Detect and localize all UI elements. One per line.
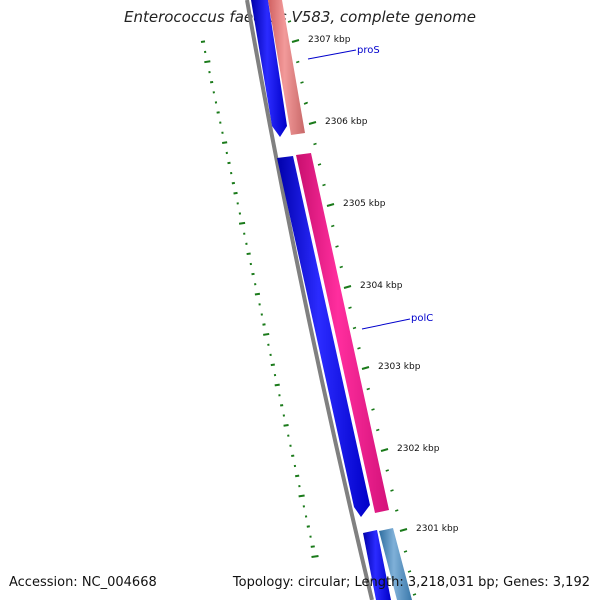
backbone-arc	[245, 0, 374, 600]
kbp-minor-tick	[303, 102, 308, 105]
gc-content-dash	[221, 141, 228, 144]
kbp-minor-tick	[352, 326, 357, 330]
kbp-minor-tick	[385, 469, 389, 472]
gc-content-dash	[295, 474, 300, 478]
kbp-tick-mark	[380, 448, 389, 452]
forward-gene-feature	[277, 156, 370, 517]
kbp-tick-label: 2301 kbp	[416, 524, 459, 534]
kbp-tick-label: 2304 kbp	[360, 281, 403, 291]
gc-content-dash	[204, 60, 211, 64]
gc-content-dash	[283, 423, 289, 427]
kbp-tick-label: 2302 kbp	[397, 444, 440, 454]
kbp-minor-tick	[300, 81, 304, 84]
reverse-strand-track	[268, 0, 412, 600]
genome-summary-text: Topology: circular; Length: 3,218,031 bp…	[232, 575, 590, 590]
kbp-minor-tick	[412, 593, 417, 596]
kbp-minor-tick	[335, 245, 339, 248]
kbp-tick-mark	[326, 203, 335, 207]
gene-label-polC[interactable]: polC	[411, 313, 433, 324]
gc-content-dash	[298, 494, 305, 498]
forward-gene-feature	[363, 530, 391, 600]
gc-content-track	[200, 40, 319, 558]
gc-content-dash	[233, 191, 238, 195]
gc-content-dash	[200, 40, 206, 43]
kbp-minor-tick	[395, 509, 399, 512]
kbp-minor-tick	[376, 428, 380, 432]
gc-content-dash	[274, 383, 280, 387]
kbp-minor-tick	[339, 265, 343, 269]
gc-content-dash	[270, 363, 275, 367]
kbp-minor-tick	[407, 570, 412, 573]
kbp-minor-tick	[357, 347, 361, 350]
gc-content-dash	[263, 332, 270, 336]
kbp-tick-mark	[308, 121, 317, 125]
kbp-minor-tick	[313, 142, 317, 146]
forward-gene-feature	[251, 0, 287, 137]
gene-label-proS[interactable]: proS	[357, 45, 380, 56]
kbp-minor-tick	[331, 224, 335, 228]
forward-strand-track	[251, 0, 391, 600]
kbp-tick-label: 2305 kbp	[343, 199, 386, 209]
kbp-minor-tick	[287, 20, 292, 23]
kbp-tick-mark	[361, 366, 370, 370]
kbp-minor-tick	[317, 163, 322, 166]
gene-label-leader	[307, 49, 357, 60]
gc-content-dash	[238, 221, 246, 225]
gc-content-dash	[310, 545, 315, 548]
genome-title: Enterococcus faecalis V583, complete gen…	[123, 8, 477, 26]
kbp-minor-tick	[322, 183, 326, 187]
kbp-minor-tick	[390, 489, 394, 492]
gene-labels: proS polC	[307, 45, 433, 330]
gc-content-dash	[254, 292, 261, 296]
kbp-tick-mark	[399, 528, 408, 532]
kbp-minor-tick	[366, 387, 370, 391]
gc-content-dash	[311, 554, 319, 558]
kbp-scale: 2307 kbp 2306 kbp 2305 kbp 2304 kbp 2303 kbp…	[287, 20, 459, 596]
kbp-minor-tick	[296, 60, 300, 64]
kbp-minor-tick	[371, 408, 375, 411]
kbp-tick-mark	[291, 39, 300, 43]
gc-content-dash	[246, 252, 251, 256]
reverse-gene-feature-proS	[268, 0, 305, 135]
kbp-tick-label: 2303 kbp	[378, 362, 421, 372]
reverse-gene-feature	[379, 528, 412, 600]
gene-label-leader	[361, 318, 411, 330]
kbp-tick-label: 2306 kbp	[325, 117, 368, 127]
kbp-minor-tick	[403, 550, 408, 553]
kbp-tick-mark	[343, 285, 352, 289]
accession-text: Accession: NC_004668	[9, 575, 157, 590]
kbp-minor-tick	[348, 306, 352, 309]
reverse-gene-feature-polC	[296, 153, 389, 513]
kbp-tick-label: 2307 kbp	[308, 35, 351, 45]
